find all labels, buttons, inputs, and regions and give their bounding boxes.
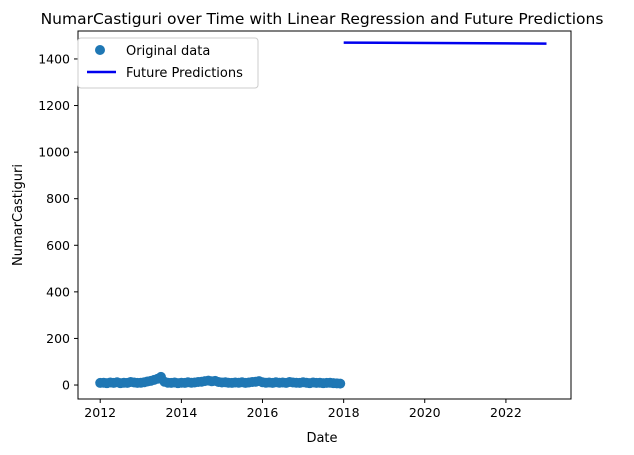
legend-box bbox=[77, 37, 259, 89]
legend-marker-original bbox=[95, 45, 105, 55]
x-tick-label: 2022 bbox=[490, 405, 522, 420]
y-tick-label: 600 bbox=[46, 238, 70, 253]
y-tick-label: 200 bbox=[46, 331, 70, 346]
y-axis: 0 200 400 600 800 1000 1200 1400 bbox=[38, 51, 78, 393]
plot-frame bbox=[77, 30, 572, 400]
legend-label-predictions: Future Predictions bbox=[126, 66, 243, 81]
series-future-predictions bbox=[343, 41, 547, 45]
series-original-data bbox=[95, 371, 346, 389]
y-tick-label: 400 bbox=[46, 284, 70, 299]
x-tick-label: 2020 bbox=[409, 405, 441, 420]
y-tick-label: 0 bbox=[62, 378, 70, 393]
x-axis-label: Date bbox=[306, 431, 337, 446]
x-tick-label: 2016 bbox=[247, 405, 279, 420]
chart-title: NumarCastiguri over Time with Linear Reg… bbox=[41, 10, 604, 28]
x-tick-label: 2012 bbox=[84, 405, 116, 420]
legend-label-original: Original data bbox=[126, 44, 210, 59]
y-tick-label: 1000 bbox=[38, 145, 70, 160]
x-axis: 2012 2014 2016 2018 2020 2022 bbox=[84, 399, 522, 420]
y-axis-label: NumarCastiguri bbox=[11, 164, 26, 266]
legend: Original data Future Predictions bbox=[77, 37, 259, 89]
y-tick-label: 800 bbox=[46, 191, 70, 206]
y-tick-label: 1200 bbox=[38, 98, 70, 113]
plot-area: 2012 2014 2016 2018 2020 2022 0 200 400 600 800 10… bbox=[38, 30, 572, 420]
x-tick-label: 2018 bbox=[328, 405, 360, 420]
y-tick-label: 1400 bbox=[38, 51, 70, 66]
prediction-line bbox=[343, 41, 547, 45]
x-tick-label: 2014 bbox=[165, 405, 197, 420]
data-point bbox=[335, 378, 346, 389]
